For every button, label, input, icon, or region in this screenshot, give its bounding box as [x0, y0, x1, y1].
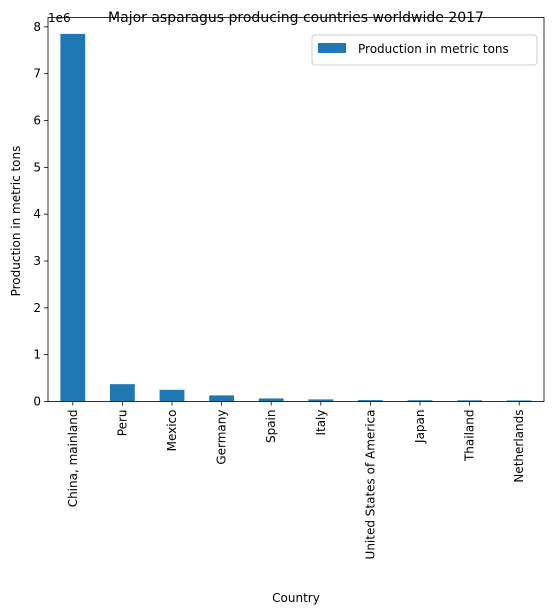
- x-axis: China, mainland Peru Mexico Germany Spain Ita…: [66, 401, 526, 560]
- legend: Production in metric tons: [311, 34, 538, 66]
- y-axis-offset-label: 1e6: [48, 11, 71, 25]
- plot-frame: [47, 17, 545, 402]
- bar-1: [110, 384, 135, 402]
- x-axis-title: Country: [272, 591, 320, 605]
- x-tick-label-6: United States of America: [363, 410, 377, 560]
- x-tick-label-8: Thailand: [463, 409, 477, 462]
- legend-label: Production in metric tons: [358, 42, 509, 56]
- y-tick-label-5: 5: [33, 160, 41, 174]
- plot-area: [47, 17, 545, 402]
- y-tick-label-3: 3: [33, 254, 41, 268]
- x-tick-label-1: Peru: [115, 410, 129, 437]
- x-tick-label-0: China, mainland: [66, 410, 80, 508]
- x-tick-label-2: Mexico: [165, 410, 179, 452]
- x-tick-label-5: Italy: [314, 410, 328, 436]
- x-tick-label-4: Spain: [264, 410, 278, 444]
- x-tick-label-9: Netherlands: [512, 410, 526, 483]
- bar-6: [358, 400, 383, 402]
- y-axis: 0 1 2 3 4 5 6 7 8: [33, 20, 48, 409]
- bar-2: [159, 389, 185, 402]
- bar-5: [308, 399, 334, 402]
- bar-7: [407, 400, 433, 402]
- y-tick-label-0: 0: [33, 395, 41, 409]
- y-axis-title: Production in metric tons: [9, 146, 23, 297]
- y-tick-label-4: 4: [33, 207, 41, 221]
- y-tick-label-6: 6: [33, 114, 41, 128]
- bar-8: [457, 400, 482, 402]
- bar-0: [60, 33, 86, 402]
- bar-4: [258, 398, 284, 402]
- x-tick-label-3: Germany: [215, 410, 229, 465]
- x-tick-label-7: Japan: [413, 410, 427, 444]
- legend-swatch: [318, 43, 346, 53]
- y-tick-label-2: 2: [33, 301, 41, 315]
- y-tick-label-7: 7: [33, 67, 41, 81]
- legend-box: [311, 34, 538, 66]
- y-tick-label-8: 8: [33, 20, 41, 34]
- chart-title: Major asparagus producing countries worl…: [108, 10, 484, 26]
- bar-3: [209, 395, 234, 402]
- bars-group: [60, 33, 532, 402]
- y-tick-label-1: 1: [33, 348, 41, 362]
- bar-9: [506, 400, 532, 402]
